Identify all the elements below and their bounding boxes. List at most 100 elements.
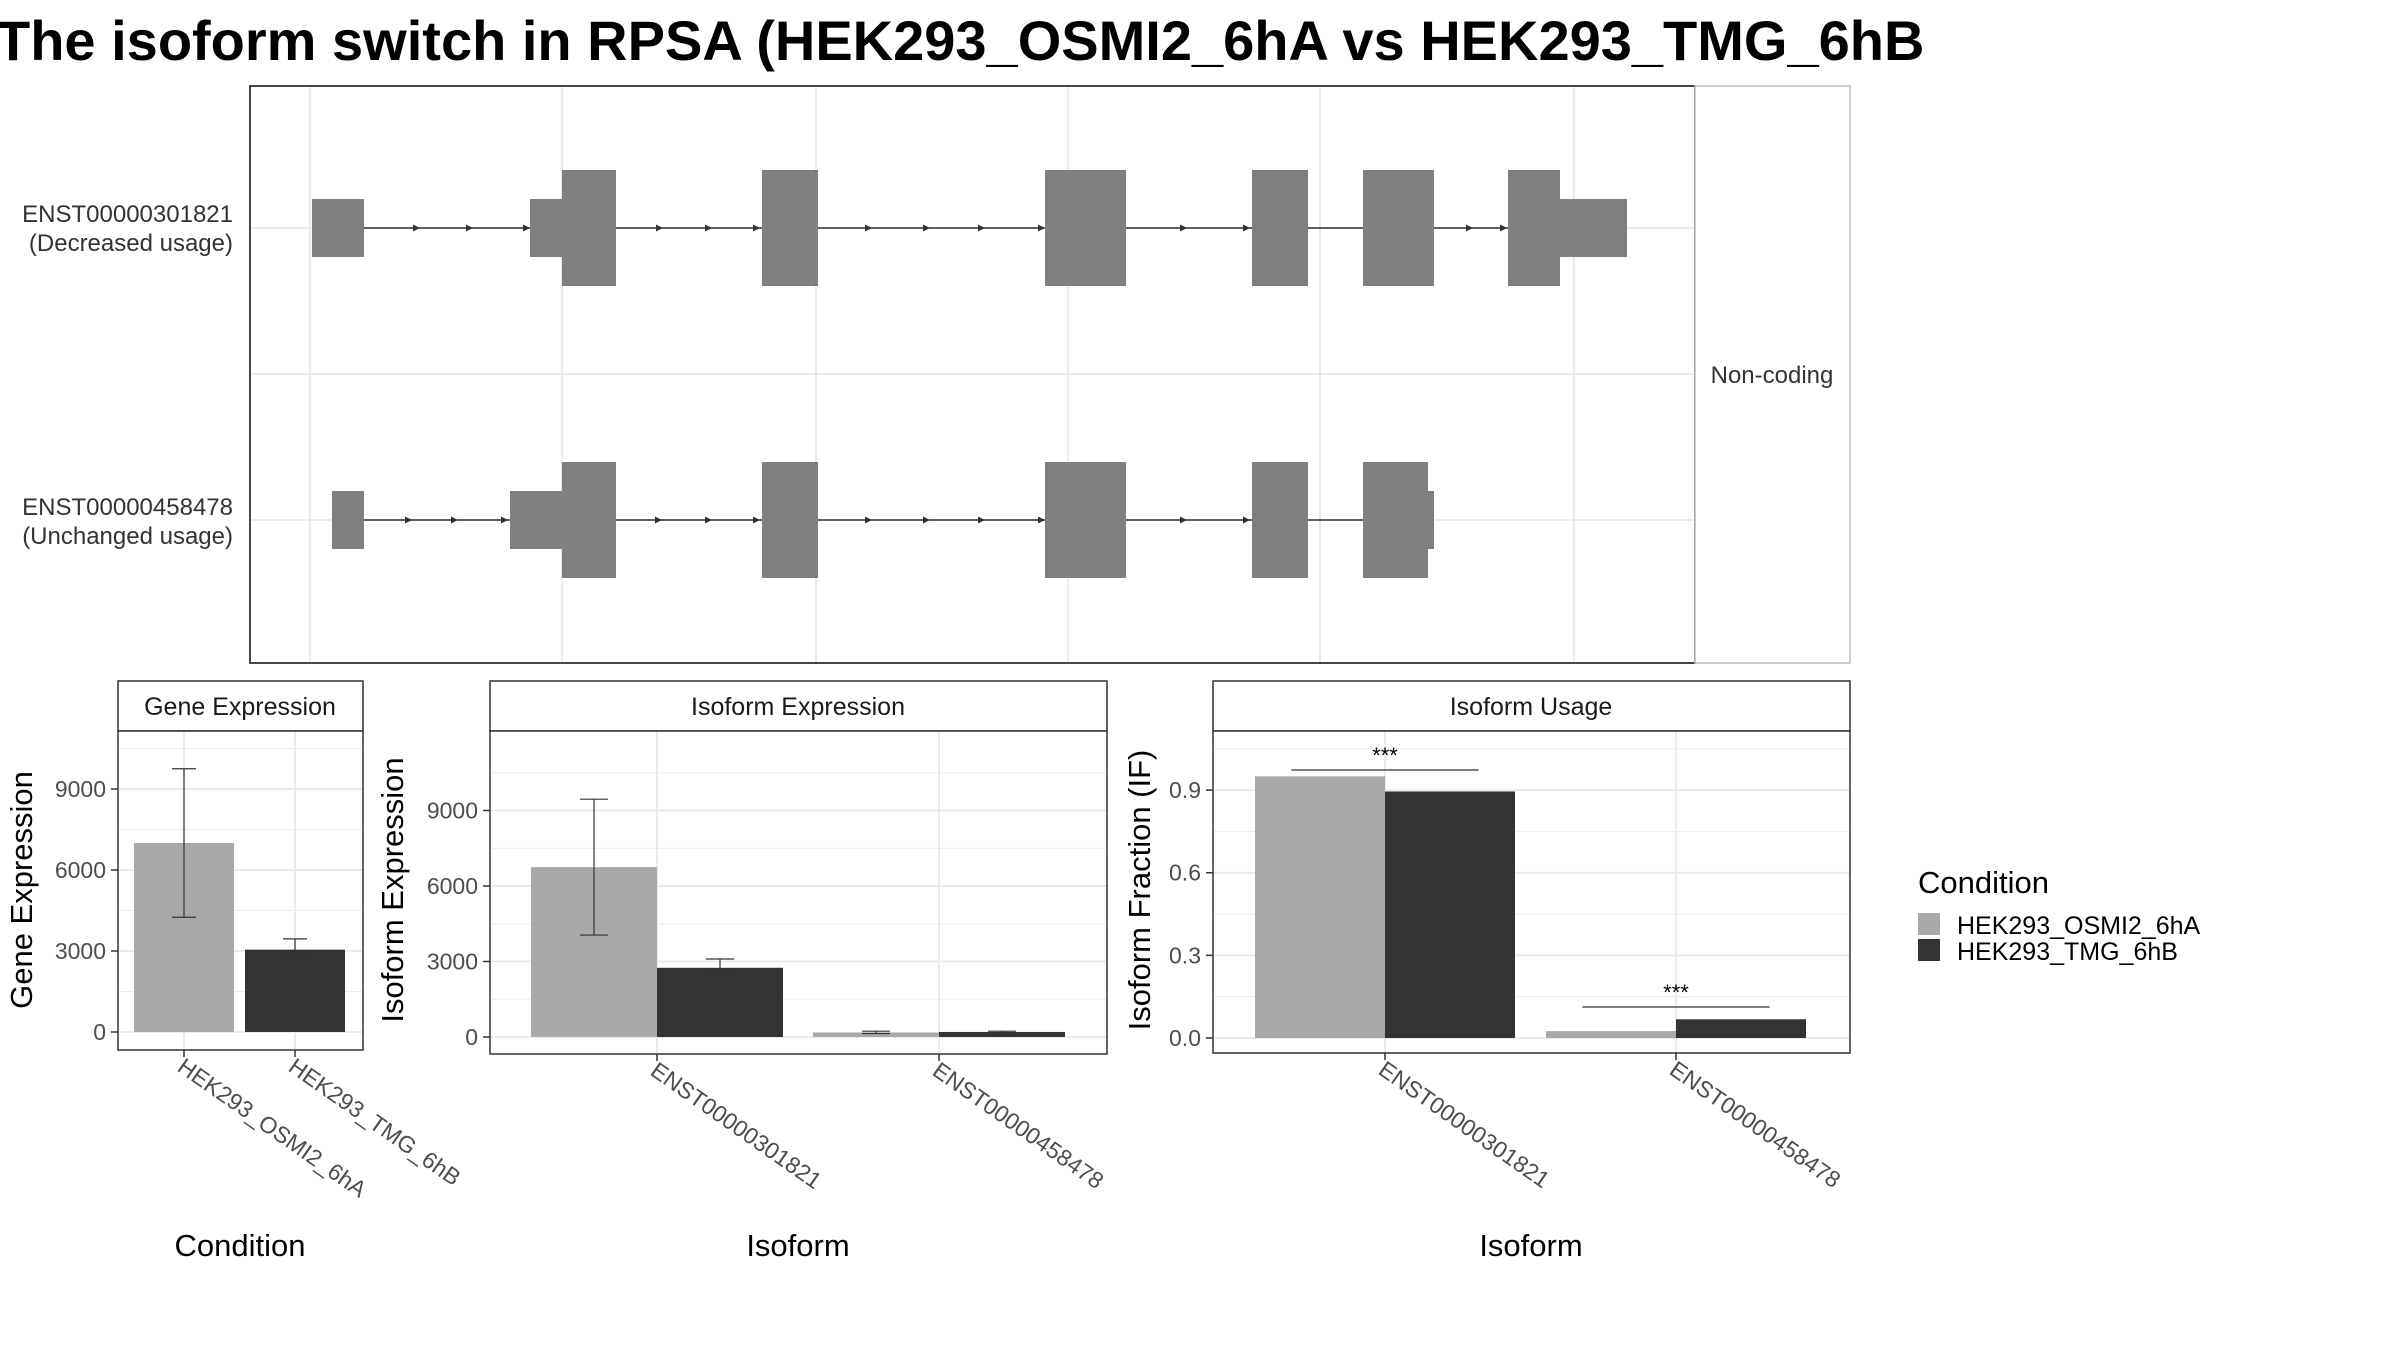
- exon-block: [510, 491, 562, 549]
- intron-direction-arrow: [978, 224, 985, 232]
- facet-strip: [1694, 85, 1851, 664]
- isoform-expression-strip: [489, 680, 1108, 732]
- significance-stars: ***: [1663, 980, 1689, 1005]
- isoform-2-usage-label: (Unchanged usage): [22, 523, 233, 550]
- intron-direction-arrow: [865, 224, 872, 232]
- exon-block: [1508, 170, 1560, 286]
- structure-tracks: [312, 170, 1627, 578]
- gene-expression-x-axis-title: Condition: [175, 1228, 306, 1263]
- exon-block: [332, 491, 364, 549]
- exon-block: [1045, 170, 1126, 286]
- y-tick-label: 0: [93, 1019, 106, 1045]
- isoform-usage-panel: Isoform Usage *** *** 0.0 0.3 0.6 0.9 ENST00…: [1122, 680, 1851, 1263]
- exon-block: [1252, 462, 1308, 578]
- isoform-expression-bars: [531, 798, 1065, 1037]
- intron-direction-arrow: [753, 224, 760, 232]
- legend-label-condition-a: HEK293_OSMI2_6hA: [1957, 912, 2201, 940]
- intron-direction-arrow: [705, 224, 712, 232]
- isoform-2-id-label: ENST00000458478: [22, 494, 233, 521]
- intron-direction-arrow: [451, 516, 458, 524]
- y-tick-label: 3000: [427, 949, 478, 975]
- exon-block: [762, 462, 818, 578]
- exon-block: [530, 199, 562, 257]
- isoform-expression-y-ticks: 0 3000 6000 9000: [427, 798, 490, 1050]
- intron-direction-arrow: [656, 224, 663, 232]
- y-tick-label: 0.0: [1169, 1025, 1201, 1051]
- gene-expression-y-axis-title: Gene Expression: [4, 771, 39, 1009]
- y-tick-label: 3000: [55, 938, 106, 964]
- y-tick-label: 6000: [427, 873, 478, 899]
- bar-ENST00000458478-HEK293_OSMI2_6hA: [813, 1032, 939, 1037]
- x-tick-label: HEK293_OSMI2_6hA: [173, 1053, 372, 1203]
- x-tick-label: ENST00000458478: [1665, 1056, 1845, 1193]
- y-tick-label: 9000: [427, 798, 478, 824]
- gene-expression-bars: [134, 768, 345, 1032]
- intron-direction-arrow: [1180, 224, 1187, 232]
- y-tick-label: 0.6: [1169, 860, 1201, 886]
- intron-direction-arrow: [523, 224, 530, 232]
- gene-expression-strip: [117, 680, 364, 732]
- y-tick-label: 0.9: [1169, 777, 1201, 803]
- isoform-usage-strip-label: Isoform Usage: [1450, 693, 1613, 721]
- gene-expression-plot-border: [117, 730, 364, 1051]
- legend-label-condition-b: HEK293_TMG_6hB: [1957, 938, 2178, 966]
- isoform-usage-strip: [1212, 680, 1851, 732]
- intron-direction-arrow: [753, 516, 760, 524]
- legend-swatch-condition-a: [1918, 913, 1940, 935]
- x-tick-label: ENST00000301821: [1374, 1056, 1554, 1193]
- exon-block: [1428, 491, 1434, 549]
- x-tick-label: ENST00000301821: [646, 1057, 826, 1194]
- isoform-usage-plot-border: [1212, 730, 1851, 1054]
- isoform-1-id-label: ENST00000301821: [22, 201, 233, 228]
- isoform-expression-y-axis-title: Isoform Expression: [375, 757, 410, 1022]
- exon-block: [1363, 170, 1434, 286]
- isoform-usage-y-axis-title: Isoform Fraction (IF): [1122, 750, 1157, 1031]
- exon-block: [1560, 199, 1627, 257]
- isoform-usage-x-ticks: ENST00000301821 ENST00000458478: [1374, 1053, 1846, 1193]
- bar-ENST00000458478-HEK293_TMG_6hB: [939, 1031, 1065, 1037]
- gene-expression-y-ticks: 0 3000 6000 9000: [55, 776, 118, 1045]
- y-tick-label: 0.3: [1169, 942, 1201, 968]
- intron-direction-arrow: [923, 516, 930, 524]
- intron-direction-arrow: [705, 516, 712, 524]
- intron-direction-arrow: [978, 516, 985, 524]
- intron-direction-arrow: [1038, 516, 1045, 524]
- isoform-expression-x-axis-title: Isoform: [746, 1228, 849, 1263]
- legend-title: Condition: [1918, 865, 2049, 900]
- exon-block: [1363, 462, 1428, 578]
- intron-direction-arrow: [1500, 224, 1507, 232]
- exon-block: [762, 170, 818, 286]
- exon-block: [312, 199, 364, 257]
- exon-block: [1252, 170, 1308, 286]
- gene-expression-strip-label: Gene Expression: [144, 693, 336, 721]
- intron-direction-arrow: [1243, 516, 1250, 524]
- isoform-expression-strip-label: Isoform Expression: [691, 693, 905, 721]
- facet-strip-label: Non-coding: [1711, 362, 1834, 389]
- intron-direction-arrow: [501, 516, 508, 524]
- isoform-expression-x-ticks: ENST00000301821 ENST00000458478: [646, 1054, 1109, 1194]
- bar-ENST00000458478-HEK293_OSMI2_6hA: [1546, 1031, 1676, 1038]
- exon-block: [562, 170, 616, 286]
- isoform-expression-plot-border: [489, 730, 1108, 1055]
- isoform-usage-y-ticks: 0.0 0.3 0.6 0.9: [1169, 777, 1213, 1051]
- transcript-structure-panel: Non-coding ENST00000301821 (Decreased us…: [22, 85, 1851, 664]
- isoform-1-usage-label: (Decreased usage): [29, 230, 233, 257]
- y-tick-label: 0: [465, 1024, 478, 1050]
- intron-direction-arrow: [1180, 516, 1187, 524]
- isoform-usage-bars: *** ***: [1255, 743, 1806, 1038]
- condition-legend: Condition HEK293_OSMI2_6hA HEK293_TMG_6h…: [1918, 865, 2201, 966]
- intron-direction-arrow: [923, 224, 930, 232]
- isoform-usage-x-axis-title: Isoform: [1479, 1228, 1582, 1263]
- intron-direction-arrow: [413, 224, 420, 232]
- bar-ENST00000301821-HEK293_OSMI2_6hA: [1255, 776, 1385, 1038]
- y-tick-label: 6000: [55, 857, 106, 883]
- bar-ENST00000301821-HEK293_TMG_6hB: [657, 967, 783, 1037]
- bar-HEK293_TMG_6hB: [245, 949, 345, 1032]
- legend-swatch-condition-b: [1918, 939, 1940, 961]
- intron-direction-arrow: [405, 516, 412, 524]
- figure-title: The isoform switch in RPSA (HEK293_OSMI2…: [0, 9, 1924, 72]
- intron-direction-arrow: [1038, 224, 1045, 232]
- y-tick-label: 9000: [55, 776, 106, 802]
- bar-ENST00000301821-HEK293_TMG_6hB: [1385, 791, 1515, 1038]
